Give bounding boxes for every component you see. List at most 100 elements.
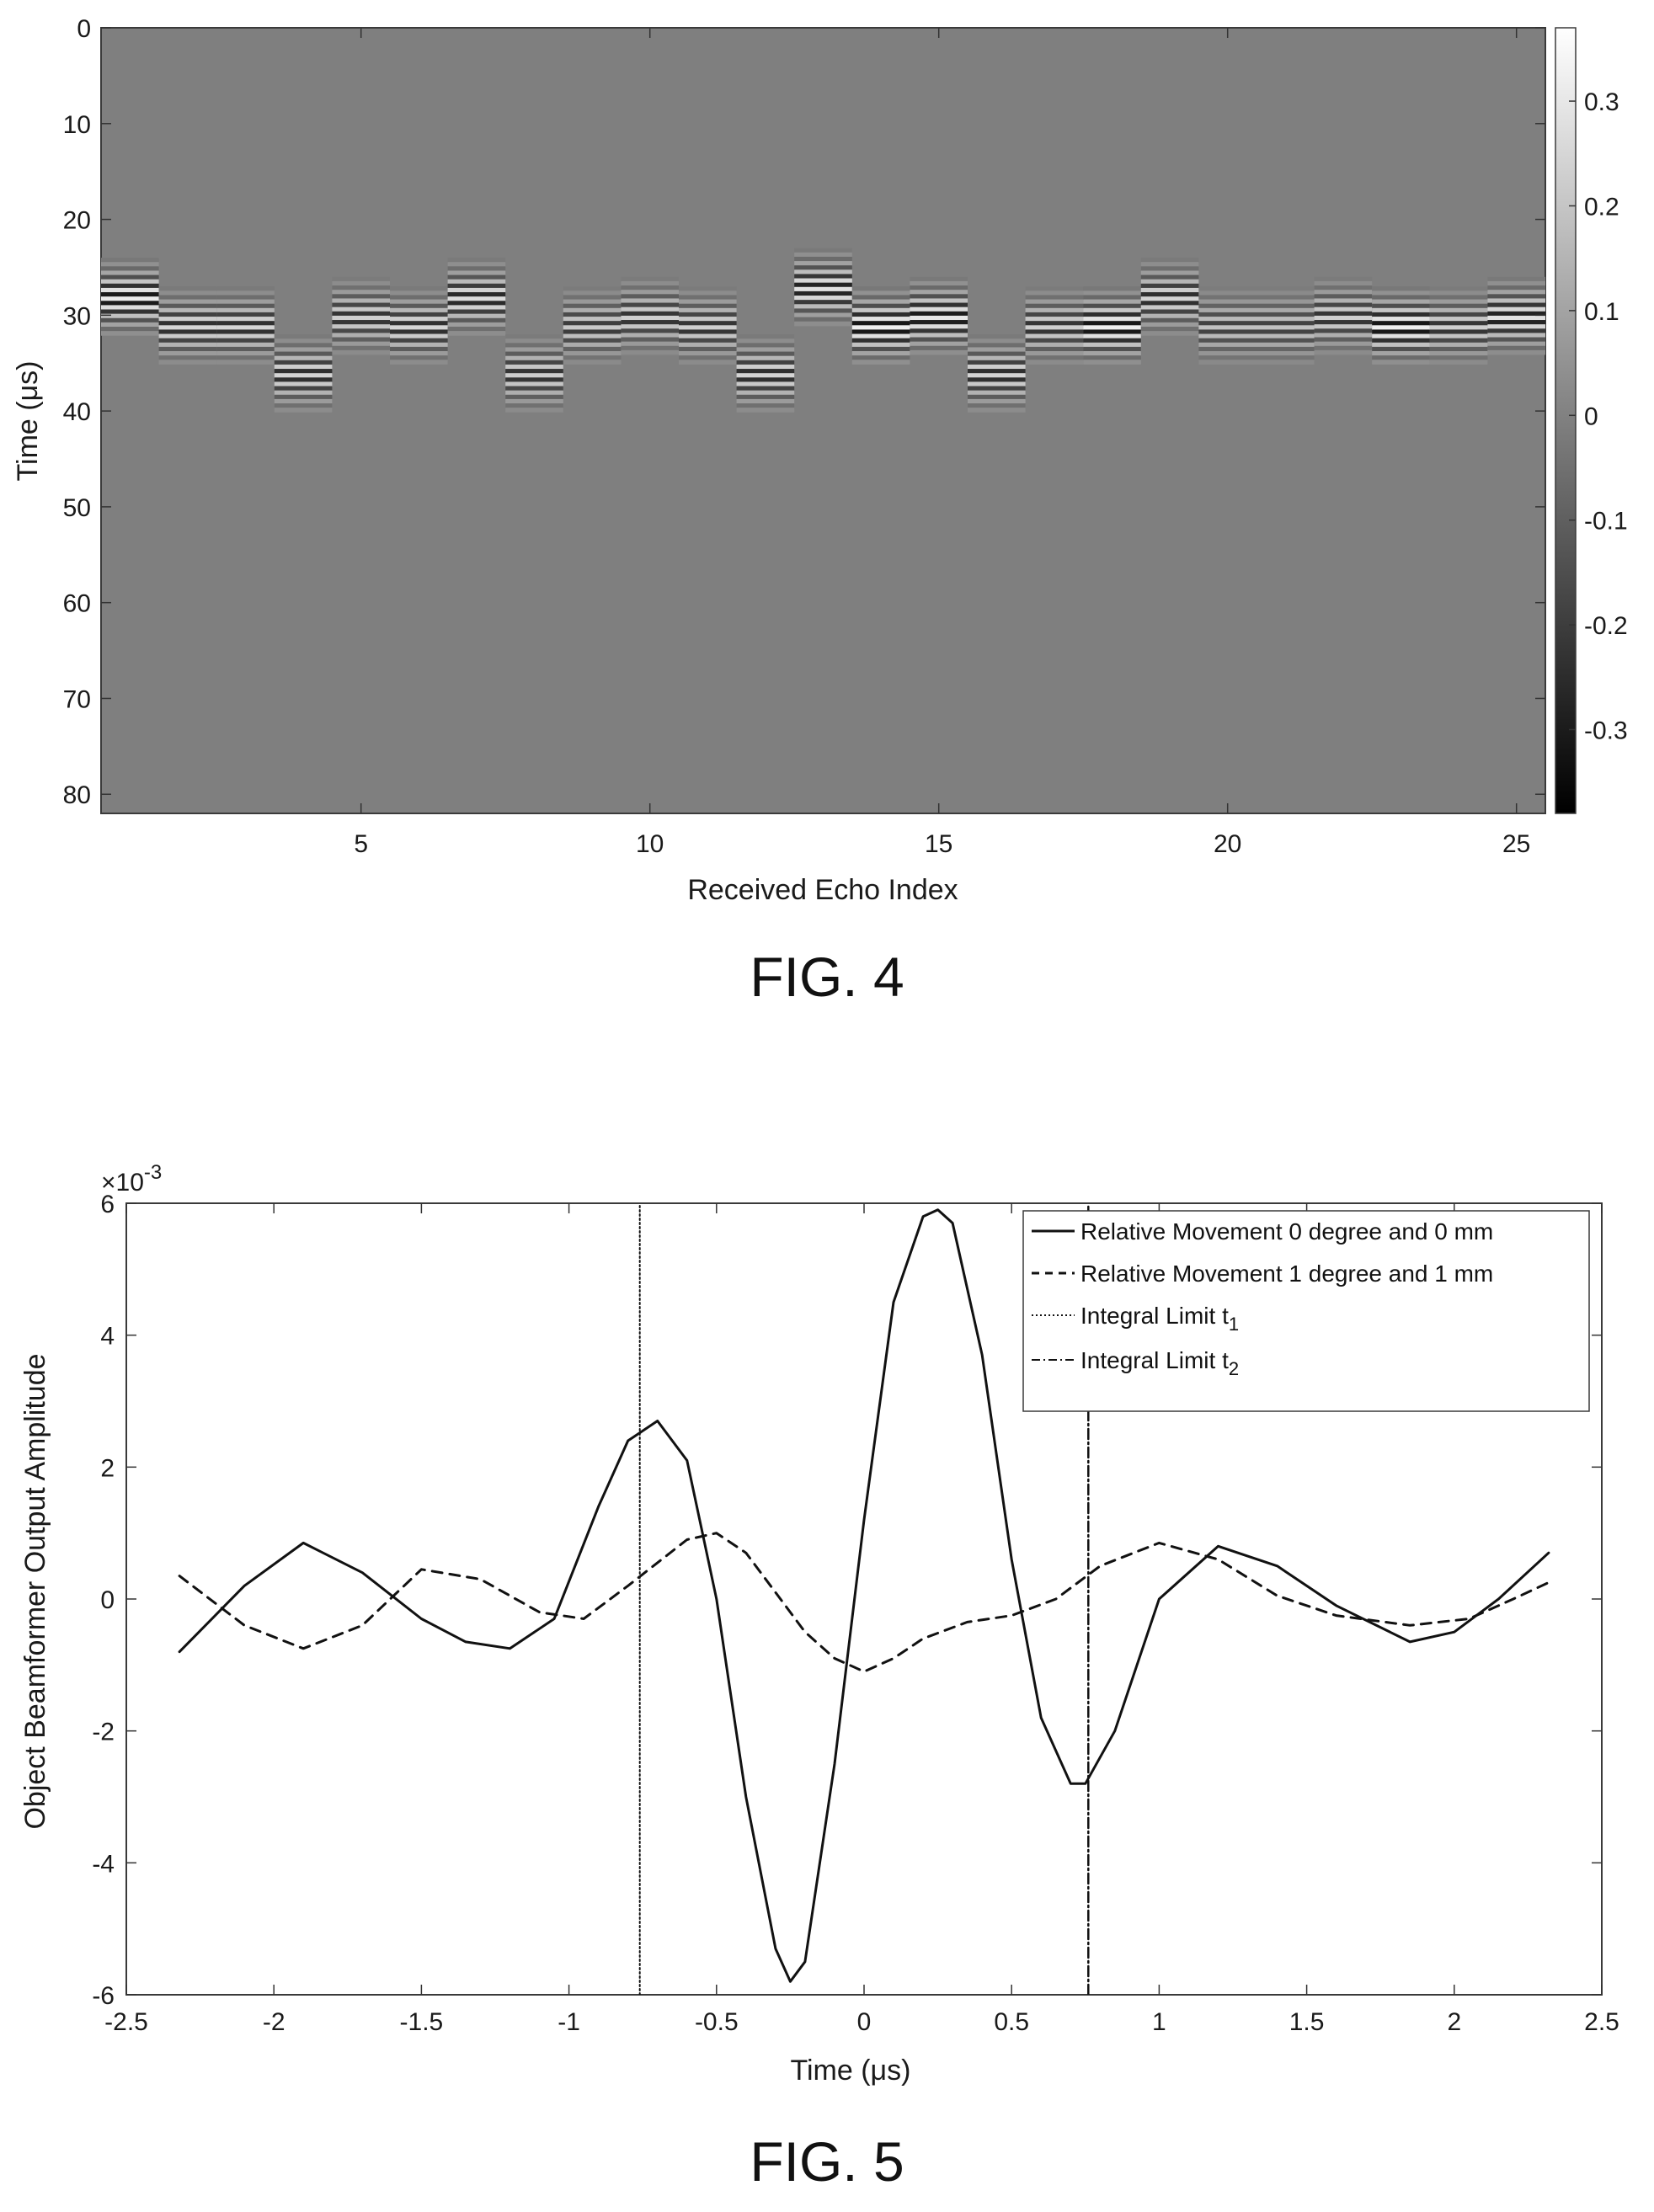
echo-band	[216, 355, 275, 360]
echo-band	[621, 294, 679, 299]
echo-band	[794, 278, 852, 284]
fig4-x-axis: 5 10 15 20 25	[354, 28, 1530, 858]
echo-band	[910, 328, 968, 333]
echo-band	[101, 305, 159, 311]
fig5-legend-box	[1022, 1210, 1590, 1412]
fig5-y-tick-label: -4	[92, 1850, 115, 1878]
echo-band	[274, 381, 333, 387]
echo-band	[1429, 307, 1488, 313]
echo-band	[216, 303, 275, 309]
echo-band	[1198, 342, 1257, 348]
echo-band	[794, 300, 852, 305]
echo-band	[968, 373, 1026, 378]
echo-band	[447, 309, 506, 315]
echo-band	[968, 398, 1026, 404]
echo-band	[101, 326, 159, 332]
echo-band	[794, 286, 852, 292]
echo-band	[910, 290, 968, 295]
fig4-colorbar-tick-label: -0.1	[1584, 508, 1628, 536]
echo-band	[1372, 346, 1430, 352]
echo-column	[1314, 276, 1373, 355]
echo-band	[679, 303, 737, 309]
echo-band	[736, 408, 795, 413]
echo-band	[1198, 299, 1257, 305]
echo-band	[1198, 286, 1257, 291]
echo-band	[1140, 322, 1199, 328]
echo-band	[1198, 351, 1257, 356]
echo-band	[1372, 338, 1430, 344]
echo-band	[851, 295, 910, 301]
echo-band	[563, 338, 622, 344]
echo-band	[1083, 338, 1141, 344]
echo-band	[1198, 338, 1257, 344]
echo-band	[1314, 294, 1373, 299]
echo-band	[1198, 321, 1257, 326]
echo-band	[447, 258, 506, 263]
echo-band	[1314, 328, 1373, 333]
echo-band	[851, 346, 910, 352]
echo-band	[158, 295, 217, 301]
echo-band	[968, 360, 1026, 365]
echo-band	[390, 286, 448, 291]
echo-band	[679, 307, 737, 313]
echo-band	[679, 312, 737, 317]
echo-band	[332, 345, 390, 351]
echo-band	[101, 262, 159, 267]
echo-band	[910, 315, 968, 321]
echo-band	[563, 325, 622, 330]
legend-label-4-subscript: 2	[1229, 1358, 1239, 1379]
echo-band	[274, 351, 333, 357]
echo-band	[1083, 346, 1141, 352]
echo-band	[1257, 351, 1315, 356]
echo-band	[1257, 317, 1315, 322]
echo-column	[736, 334, 795, 413]
fig4-y-tick-label: 70	[63, 685, 91, 713]
echo-band	[1257, 342, 1315, 348]
echo-band	[216, 299, 275, 305]
echo-band	[1487, 302, 1545, 308]
echo-band	[968, 343, 1026, 348]
echo-band	[390, 290, 448, 296]
echo-band	[216, 295, 275, 301]
echo-band	[1257, 325, 1315, 330]
echo-band	[1372, 299, 1430, 305]
echo-band	[679, 321, 737, 326]
fig5-x-tick-label: -1.5	[400, 2008, 444, 2036]
echo-band	[1083, 342, 1141, 348]
echo-band	[968, 403, 1026, 408]
echo-band	[563, 286, 622, 291]
echo-band	[1257, 307, 1315, 313]
fig4-x-tick-label: 5	[354, 830, 368, 858]
echo-band	[274, 355, 333, 361]
legend-label-3-text: Integral Limit t	[1080, 1303, 1229, 1329]
echo-band	[274, 347, 333, 353]
echo-band	[1083, 351, 1141, 356]
echo-band	[563, 312, 622, 317]
echo-band	[390, 355, 448, 360]
fig4-y-tick-label: 60	[63, 590, 91, 618]
echo-band	[794, 312, 852, 318]
echo-band	[1257, 312, 1315, 317]
echo-band	[390, 321, 448, 326]
echo-band	[332, 320, 390, 325]
echo-band	[1025, 317, 1084, 322]
echo-band	[1140, 296, 1199, 301]
echo-band	[563, 333, 622, 339]
echo-band	[1025, 329, 1084, 335]
echo-band	[736, 373, 795, 378]
echo-band	[447, 322, 506, 328]
echo-band	[332, 306, 390, 312]
echo-band	[1487, 349, 1545, 355]
echo-band	[1257, 360, 1315, 365]
echo-band	[505, 355, 563, 361]
echo-band	[274, 408, 333, 413]
echo-band	[621, 345, 679, 351]
echo-band	[390, 317, 448, 322]
echo-band	[1314, 315, 1373, 321]
echo-band	[1083, 317, 1141, 322]
echo-band	[563, 351, 622, 356]
echo-band	[910, 320, 968, 325]
echo-band	[968, 390, 1026, 396]
echo-band	[563, 299, 622, 305]
echo-band	[390, 333, 448, 339]
